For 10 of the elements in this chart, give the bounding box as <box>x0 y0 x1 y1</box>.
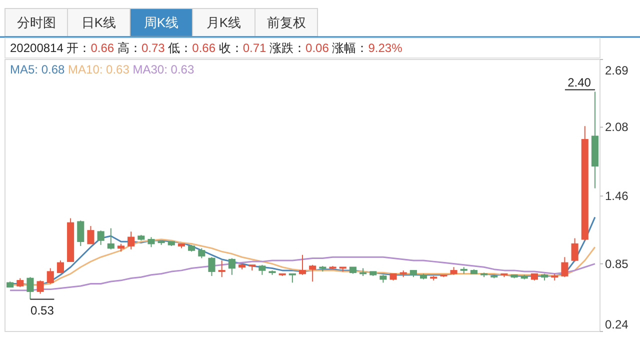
y-tick-label: 1.46 <box>605 189 629 204</box>
y-tick-label: 2.69 <box>605 64 629 78</box>
annotation: 2.40 <box>568 76 592 90</box>
y-tick-label: 0.85 <box>605 256 629 271</box>
y-tick-label: 2.08 <box>605 120 629 134</box>
text: 20200814 开：0.66 高：0.73 低：0.66 收：0.71 涨跌：0.06 涨幅：9.23% <box>10 41 402 55</box>
y-tick-label: 0.24 <box>605 318 629 332</box>
annotation: 0.53 <box>30 303 54 318</box>
tabs: 分时图 日K线 周K线 月K线 前复权 <box>4 8 318 37</box>
legend: MA5: 0.68 MA10: 0.63 MA30: 0.63 <box>10 62 194 76</box>
